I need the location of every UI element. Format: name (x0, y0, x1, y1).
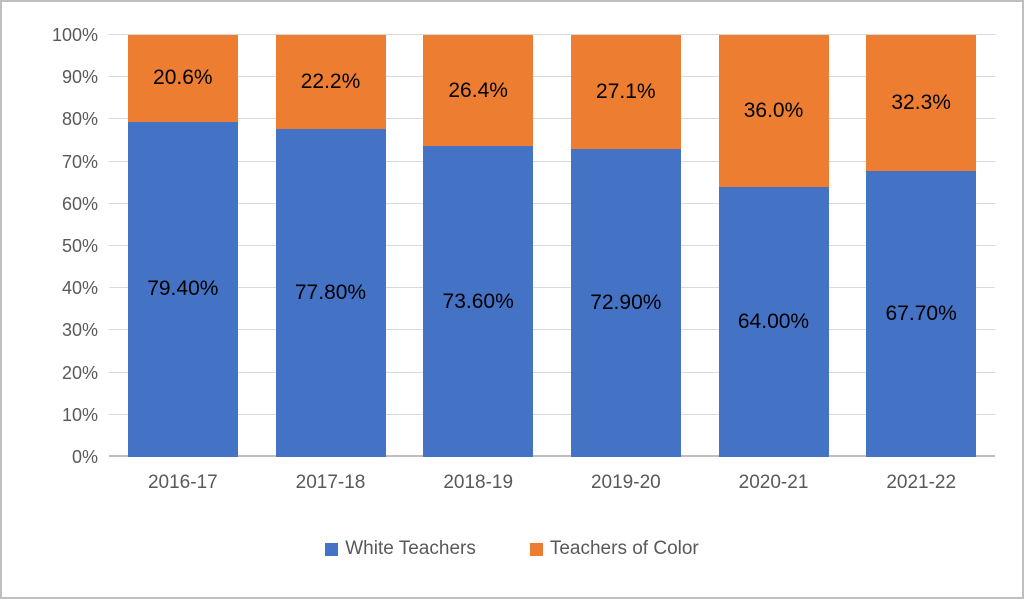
gridline (109, 160, 995, 162)
segment-white-teachers: 73.60% (423, 146, 534, 457)
y-tick-label: 10% (61, 404, 98, 425)
y-tick-label: 30% (61, 320, 98, 341)
segment-white-teachers: 64.00% (718, 186, 829, 457)
gridline (109, 329, 995, 331)
data-label: 22.2% (300, 69, 361, 93)
bar-2019-20: 72.90% 27.1% (570, 35, 681, 457)
data-label: 79.40% (147, 277, 219, 301)
x-tick-label: 2016-17 (147, 472, 218, 493)
white-teachers-swatch-icon (325, 542, 339, 556)
data-label: 73.60% (442, 289, 514, 313)
gridline (109, 118, 995, 120)
data-label: 72.90% (590, 291, 662, 315)
teachers-of-color-swatch-icon (529, 542, 543, 556)
legend-item-teachers-of-color: Teachers of Color (529, 538, 699, 560)
plot-area: 79.40% 20.6% 77.80% 22.2% 73.60% 26.4% 72.90% 2… (109, 34, 995, 457)
y-tick-label: 90% (61, 67, 98, 88)
gridline (109, 413, 995, 415)
x-tick-label: 2021-22 (886, 472, 957, 493)
x-axis: 2016-17 2017-18 2018-19 2019-20 2020-21 2021-… (109, 472, 995, 494)
x-tick-label: 2019-20 (590, 472, 661, 493)
gridline (109, 76, 995, 78)
bar-2021-22: 67.70% 32.3% (866, 35, 977, 457)
data-label: 64.00% (737, 309, 810, 333)
x-tick-label: 2020-21 (738, 472, 809, 493)
segment-teachers-of-color: 27.1% (570, 35, 681, 150)
segment-white-teachers: 77.80% (275, 128, 386, 457)
segment-white-teachers: 67.70% (866, 171, 977, 457)
data-label: 36.0% (743, 98, 804, 122)
y-tick-label: 100% (51, 25, 98, 45)
legend-label: White Teachers (345, 538, 476, 559)
x-axis-line (109, 455, 995, 457)
y-tick-label: 60% (61, 193, 98, 214)
segment-teachers-of-color: 20.6% (127, 35, 238, 122)
data-label: 67.70% (885, 302, 957, 326)
y-tick-label: 20% (61, 362, 98, 383)
segment-teachers-of-color: 26.4% (423, 35, 534, 147)
data-label: 27.1% (596, 80, 656, 104)
legend: White Teachers Teachers of Color (2, 538, 1022, 560)
gridline (109, 371, 995, 373)
bar-2018-19: 73.60% 26.4% (423, 35, 534, 457)
segment-teachers-of-color: 32.3% (866, 35, 977, 172)
y-tick-label: 80% (61, 109, 98, 130)
legend-label: Teachers of Color (549, 538, 699, 559)
segment-teachers-of-color: 22.2% (275, 35, 386, 129)
data-label: 77.80% (294, 280, 367, 304)
gridline (109, 245, 995, 246)
y-tick-label: 50% (61, 236, 98, 256)
y-tick-label: 70% (61, 151, 98, 172)
x-tick-label: 2017-18 (295, 472, 366, 493)
segment-white-teachers: 72.90% (570, 149, 681, 457)
legend-item-white-teachers: White Teachers (325, 538, 476, 560)
gridline (109, 202, 995, 204)
segment-white-teachers: 79.40% (127, 121, 238, 457)
bar-2016-17: 79.40% 20.6% (127, 35, 238, 457)
gridline (109, 287, 995, 289)
data-label: 20.6% (153, 66, 213, 90)
x-tick-label: 2018-19 (443, 472, 514, 493)
gridline (109, 34, 995, 35)
bar-2017-18: 77.80% 22.2% (275, 35, 386, 457)
bar-2020-21: 64.00% 36.0% (718, 35, 829, 457)
segment-teachers-of-color: 36.0% (718, 35, 829, 187)
data-label: 32.3% (891, 91, 951, 115)
y-axis: 0% 10% 20% 30% 40% 50% 60% 70% 80% 90% 100% (2, 25, 98, 467)
y-tick-label: 40% (61, 278, 98, 299)
y-tick-label: 0% (71, 447, 98, 467)
data-label: 26.4% (448, 78, 508, 102)
